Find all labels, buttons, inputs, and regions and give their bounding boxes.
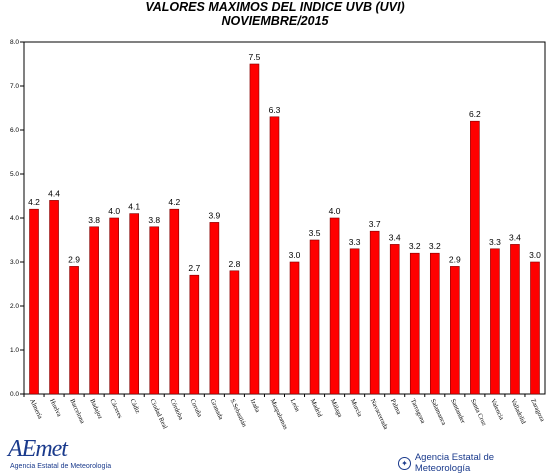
bar (149, 226, 160, 395)
value-label: 2.8 (228, 259, 240, 269)
value-label: 3.2 (409, 241, 421, 251)
value-label: 4.1 (128, 202, 140, 212)
value-label: 2.9 (449, 254, 461, 264)
bar (349, 248, 360, 395)
category-label: Ciudad Real (148, 398, 168, 430)
bar (69, 266, 79, 395)
y-tick-label: 6.0 (10, 127, 19, 134)
category-label: Almería (28, 398, 43, 420)
category-label: Coruña (189, 398, 203, 418)
category-label: Madrid (309, 398, 324, 419)
category-label: S.Sebastián (229, 398, 248, 429)
y-tick-label: 4.0 (10, 215, 19, 222)
category-label: Málaga (329, 398, 344, 419)
agency-footer-text: Agencia Estatal de Meteorología (414, 452, 495, 474)
bar (309, 239, 320, 395)
chart-subtitle: NOVIEMBRE/2015 (221, 14, 329, 28)
y-tick-label: 0.0 (10, 391, 19, 398)
bar (289, 261, 300, 395)
aemet-logo: AEmet (8, 436, 68, 462)
category-label: Valladolid (509, 398, 527, 426)
bar (409, 252, 420, 395)
category-label: Barcelona (68, 398, 86, 425)
value-label: 4.4 (48, 188, 60, 198)
bar (369, 230, 380, 395)
category-label: Santander (449, 398, 467, 425)
category-label: Tarragona (409, 398, 426, 425)
category-label: Valencia (489, 398, 505, 421)
y-tick-label: 5.0 (10, 171, 19, 178)
value-label: 3.4 (389, 232, 401, 242)
value-label: 3.0 (529, 250, 541, 260)
category-label: Huelva (48, 398, 62, 418)
chart-title: VALORES MAXIMOS DEL INDICE UVB (UVI) (145, 0, 405, 14)
y-tick-label: 2.0 (10, 303, 19, 310)
category-label: Cáceres (108, 398, 123, 420)
value-label: 3.3 (349, 237, 361, 247)
bar (450, 266, 460, 395)
bar (189, 274, 200, 395)
agency-footer: ✦ Agencia Estatal de Meteorología (398, 452, 550, 474)
bar (89, 226, 99, 395)
bar (169, 208, 180, 395)
value-label: 2.7 (188, 263, 200, 273)
category-label: Izaña (249, 398, 261, 414)
value-label: 4.2 (28, 197, 40, 207)
plot-frame (23, 41, 546, 395)
y-tick-label: 7.0 (10, 83, 19, 90)
category-label: Córdoba (168, 398, 184, 421)
bar (429, 252, 440, 395)
value-label: 4.2 (168, 197, 180, 207)
value-label: 4.0 (329, 206, 341, 216)
value-label: 6.2 (469, 109, 481, 119)
category-label: Cádiz (128, 398, 141, 415)
value-label: 3.9 (208, 210, 220, 220)
value-label: 3.4 (509, 232, 521, 242)
bar (229, 270, 240, 395)
y-tick-label: 3.0 (10, 259, 19, 266)
bar (29, 208, 39, 395)
category-label: Santa Cruz (469, 398, 488, 427)
aemet-logo-subtitle: Agencia Estatal de Meteorología (10, 463, 112, 470)
category-label: Granada (209, 398, 225, 421)
category-label: Badajoz (88, 398, 103, 420)
bar (129, 213, 140, 395)
category-label: León (289, 398, 301, 414)
bar (329, 217, 340, 395)
bar (209, 222, 220, 395)
bar (109, 217, 119, 395)
value-label: 3.2 (429, 241, 441, 251)
value-label: 7.5 (249, 52, 261, 62)
category-label: Murcia (349, 398, 363, 418)
category-label: Maspalomas (269, 398, 289, 431)
government-seal-icon: ✦ (398, 456, 411, 470)
value-label: 3.7 (369, 219, 381, 229)
bar (49, 200, 59, 395)
y-tick-label: 1.0 (10, 347, 19, 354)
category-label: Palma (389, 398, 402, 416)
bar (510, 244, 520, 395)
value-label: 3.0 (289, 250, 301, 260)
value-label: 3.8 (148, 215, 160, 225)
value-label: 3.8 (88, 215, 100, 225)
value-label: 6.3 (269, 105, 281, 115)
bar (389, 244, 400, 395)
value-label: 2.9 (68, 254, 80, 264)
value-label: 4.0 (108, 206, 120, 216)
bar (470, 120, 480, 395)
bar (249, 63, 260, 395)
bar (269, 116, 280, 395)
bar (490, 248, 500, 395)
value-label: 3.5 (309, 228, 321, 238)
category-label: Salamanca (429, 398, 447, 427)
category-label: Zaragoza (529, 398, 546, 423)
value-label: 3.3 (489, 237, 501, 247)
category-label: Navacerrada (369, 398, 389, 431)
bar (530, 261, 540, 395)
y-tick-label: 8.0 (10, 39, 19, 46)
